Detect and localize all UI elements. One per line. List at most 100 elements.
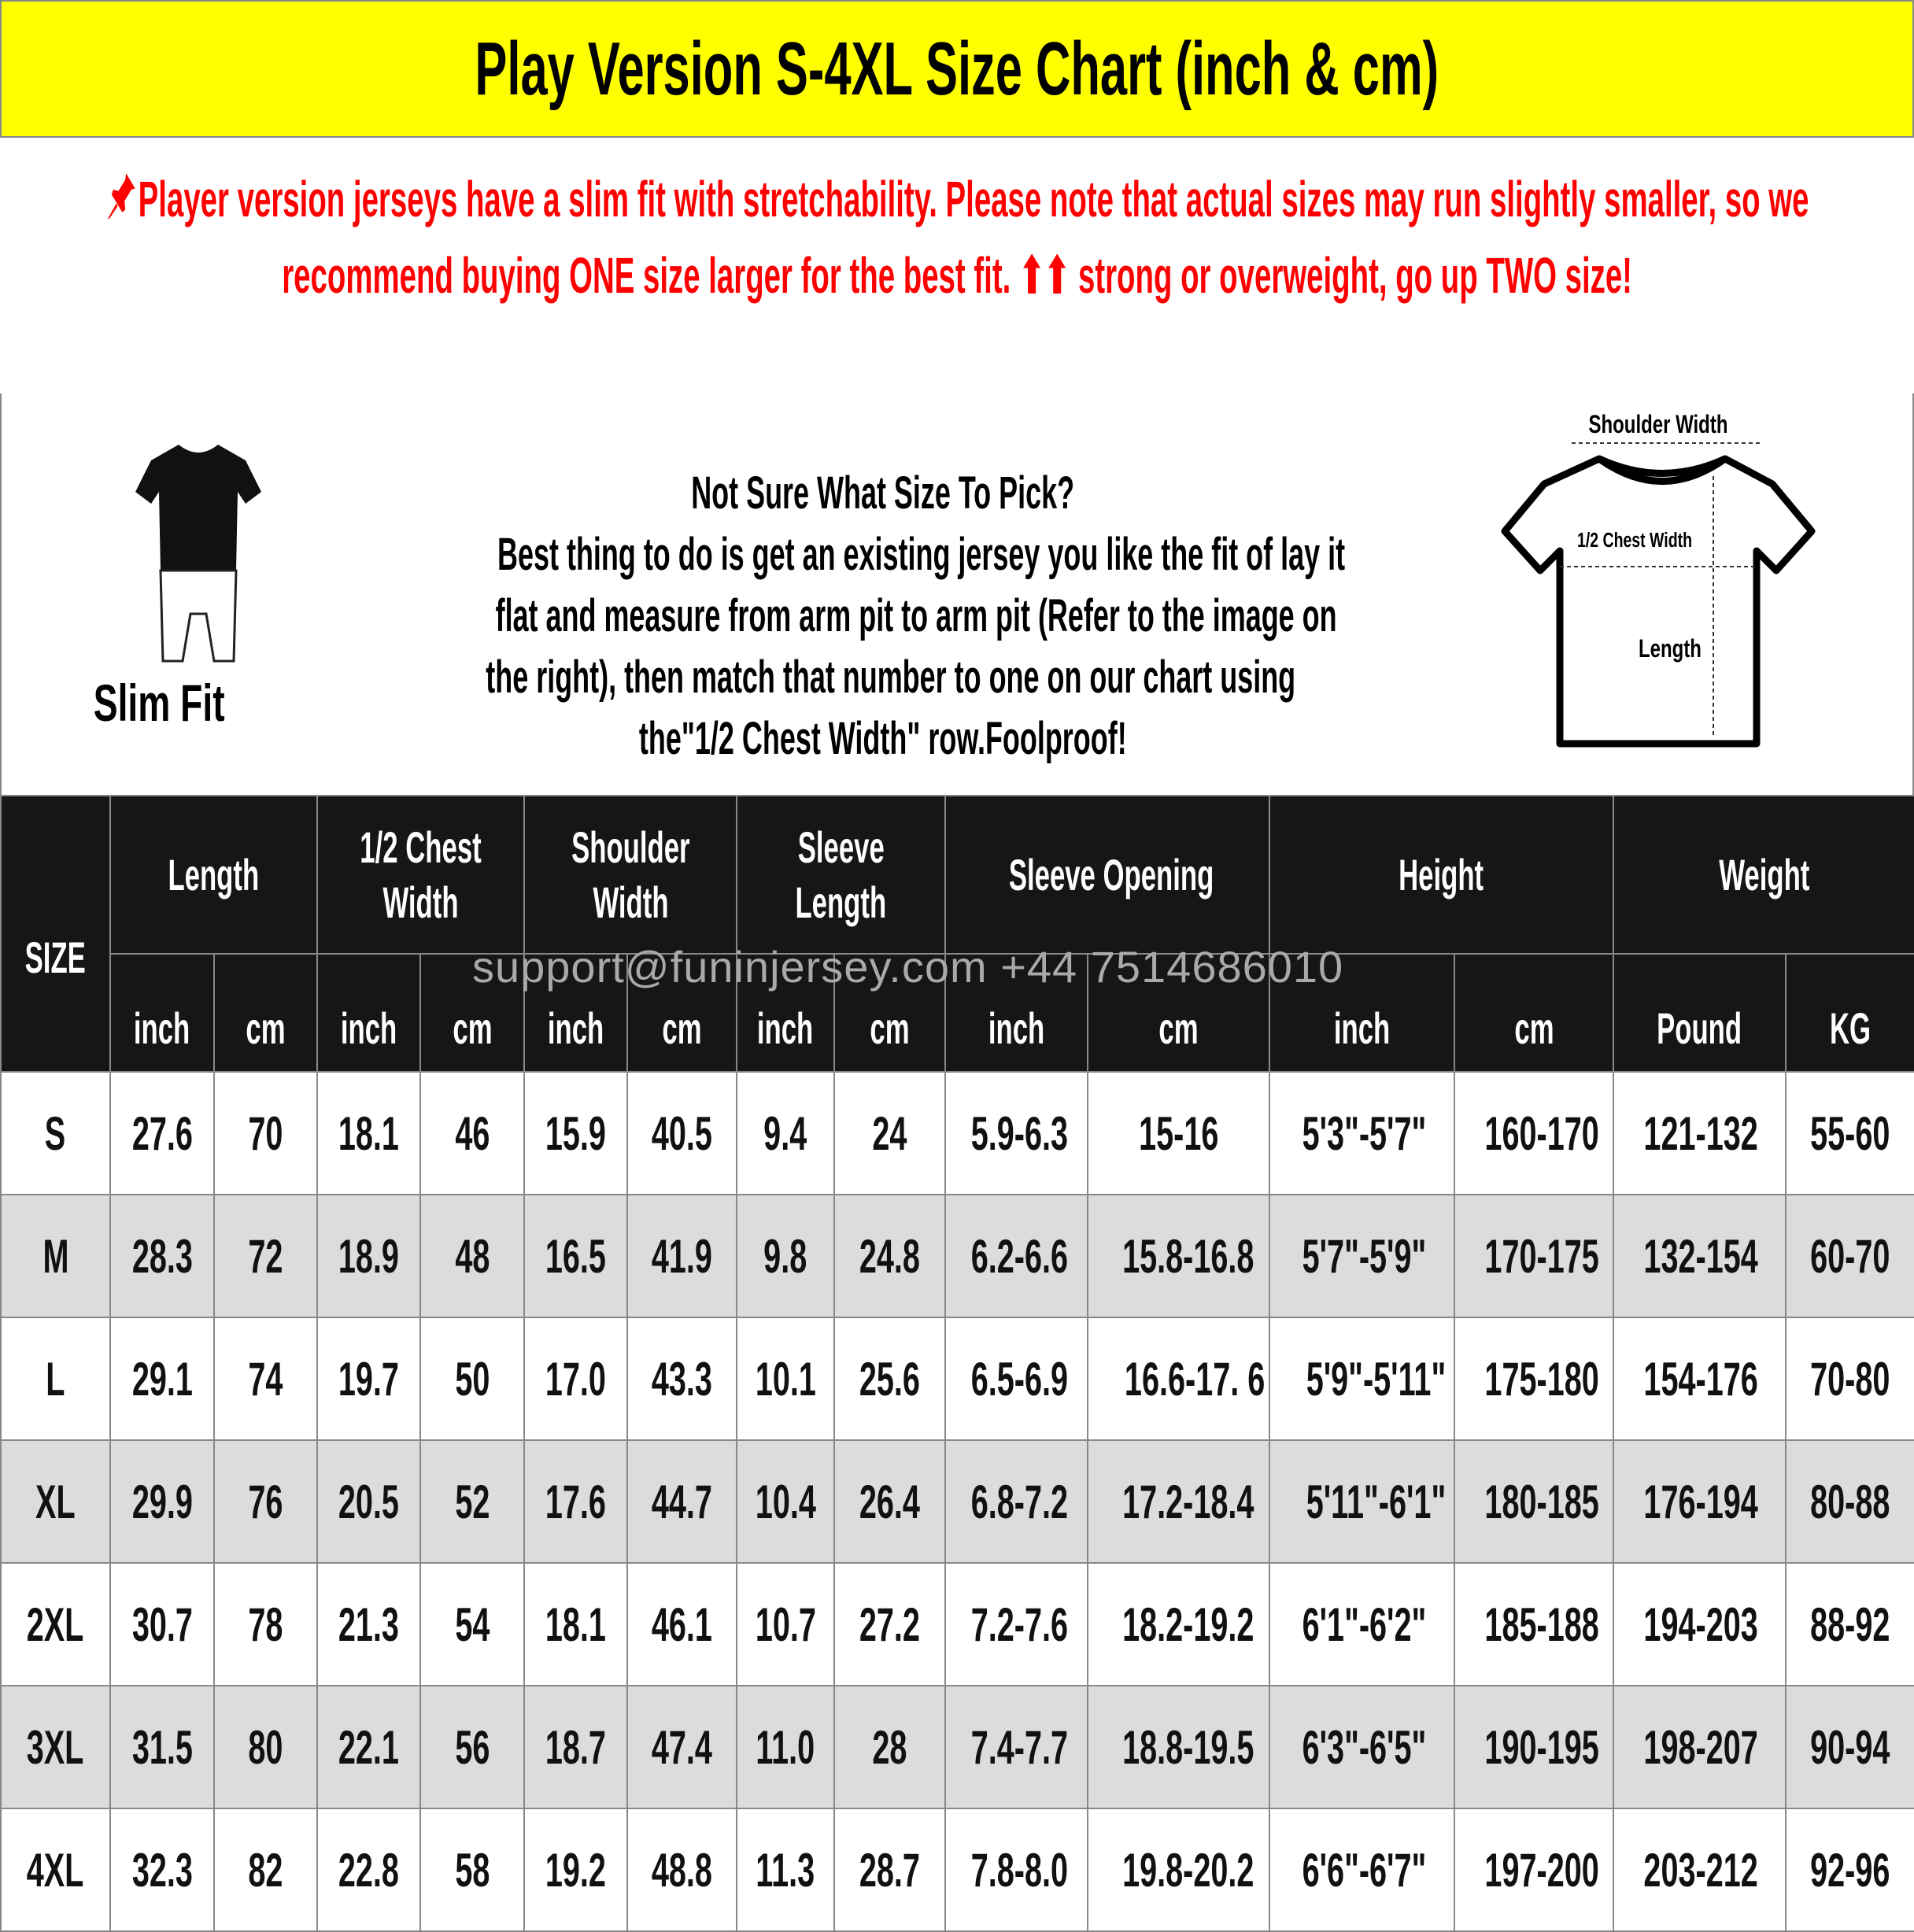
- value-cell: 20.5: [316, 1439, 421, 1564]
- header-label: Length: [168, 849, 260, 900]
- value-cell: 90-94: [1785, 1685, 1914, 1809]
- value-cell: 10.4: [736, 1439, 835, 1564]
- size-cell: S: [0, 1071, 111, 1195]
- size-cell: 3XL: [0, 1685, 111, 1809]
- header-label: Sleeve: [797, 822, 885, 872]
- header-label: Height: [1399, 849, 1484, 900]
- value-cell: 60-70: [1785, 1194, 1914, 1318]
- table-row: L 29.1 74 19.7 50 17.0 43.3 10.1 25.6 6.5-6.9 16.6…: [0, 1317, 1914, 1441]
- value-cell: 17.2-18.4: [1086, 1439, 1271, 1564]
- value-cell: 5'3"-5'7": [1269, 1071, 1456, 1195]
- value-cell: 6'3"-6'5": [1269, 1685, 1456, 1809]
- value-cell: 41.9: [626, 1194, 737, 1318]
- value-cell: 28: [833, 1685, 946, 1809]
- size-cell: XL: [0, 1439, 111, 1564]
- value-cell: 55-60: [1785, 1071, 1914, 1195]
- value-cell: 82: [213, 1808, 318, 1932]
- value-cell: 6.8-7.2: [944, 1439, 1088, 1564]
- value-cell: 18.7: [523, 1685, 628, 1809]
- value-cell: 24.8: [833, 1194, 946, 1318]
- value-cell: 44.7: [626, 1439, 737, 1564]
- value-cell: 50: [419, 1317, 525, 1441]
- value-cell: 78: [213, 1562, 318, 1686]
- unit-header: cm: [213, 953, 318, 1073]
- column-group-header: Shoulder Width: [523, 795, 737, 955]
- value-cell: 5'9"-5'11": [1269, 1317, 1456, 1441]
- help-line: the right), then match that number to on…: [486, 652, 1296, 703]
- value-cell: 10.1: [736, 1317, 835, 1441]
- header-label: Weight: [1718, 849, 1810, 900]
- value-cell: 46.1: [626, 1562, 737, 1686]
- help-heading: Not Sure What Size To Pick?: [691, 467, 1075, 519]
- value-cell: 15-16: [1086, 1071, 1271, 1195]
- value-cell: 40.5: [626, 1071, 737, 1195]
- value-cell: 121-132: [1613, 1071, 1787, 1195]
- value-cell: 72: [213, 1194, 318, 1318]
- unit-header: inch: [1269, 953, 1456, 1073]
- value-cell: 88-92: [1785, 1562, 1914, 1686]
- table-row: 4XL 32.3 82 22.8 58 19.2 48.8 11.3 28.7 7.8-8.0 19…: [0, 1808, 1914, 1932]
- value-cell: 154-176: [1613, 1317, 1787, 1441]
- value-cell: 203-212: [1613, 1808, 1787, 1932]
- unit-header: inch: [316, 953, 421, 1073]
- value-cell: 15.9: [523, 1071, 628, 1195]
- value-cell: 16.6-17. 6: [1086, 1317, 1271, 1441]
- pushpin-icon: [108, 173, 135, 219]
- measurement-diagram: Shoulder Width 1/2 Chest Width Length: [1501, 410, 1816, 748]
- value-cell: 17.0: [523, 1317, 628, 1441]
- value-cell: 22.8: [316, 1808, 421, 1932]
- value-cell: 19.7: [316, 1317, 421, 1441]
- size-header: SIZE: [0, 795, 111, 1073]
- value-cell: 26.4: [833, 1439, 946, 1564]
- value-cell: 43.3: [626, 1317, 737, 1441]
- value-cell: 29.9: [109, 1439, 215, 1564]
- page-title: Play Version S-4XL Size Chart (inch & cm…: [475, 26, 1439, 111]
- value-cell: 21.3: [316, 1562, 421, 1686]
- value-cell: 31.5: [109, 1685, 215, 1809]
- table-row: 3XL 31.5 80 22.1 56 18.7 47.4 11.0 28 7.4-7.7 18.8…: [0, 1685, 1914, 1809]
- unit-header: inch: [944, 953, 1088, 1073]
- value-cell: 160-170: [1454, 1071, 1615, 1195]
- value-cell: 17.6: [523, 1439, 628, 1564]
- size-cell: 2XL: [0, 1562, 111, 1686]
- sizing-help: Not Sure What Size To Pick? Best thing t…: [238, 463, 1528, 770]
- value-cell: 56: [419, 1685, 525, 1809]
- value-cell: 29.1: [109, 1317, 215, 1441]
- value-cell: 76: [213, 1439, 318, 1564]
- value-cell: 22.1: [316, 1685, 421, 1809]
- size-cell: L: [0, 1317, 111, 1441]
- value-cell: 11.0: [736, 1685, 835, 1809]
- unit-header: KG: [1785, 953, 1914, 1073]
- size-cell: 4XL: [0, 1808, 111, 1932]
- unit-header: cm: [1086, 953, 1271, 1073]
- slim-fit-figure-icon: [135, 445, 261, 663]
- value-cell: 6'1"-6'2": [1269, 1562, 1456, 1686]
- column-group-header: Weight: [1613, 795, 1914, 955]
- watermark-contact: support@funinjersey.com +44 7514686010: [472, 942, 1344, 992]
- value-cell: 19.8-20.2: [1086, 1808, 1271, 1932]
- table-row: S 27.6 70 18.1 46 15.9 40.5 9.4 24 5.9-6.3 15-16 5'…: [0, 1071, 1914, 1195]
- header-label: Sleeve Opening: [1008, 849, 1214, 900]
- value-cell: 175-180: [1454, 1317, 1615, 1441]
- table-row: 2XL 30.7 78 21.3 54 18.1 46.1 10.7 27.2 7.2-7.6 18…: [0, 1562, 1914, 1686]
- unit-header: Pound: [1613, 953, 1787, 1073]
- header-label: Width: [382, 877, 459, 927]
- column-group-header: Sleeve Length: [736, 795, 946, 955]
- value-cell: 180-185: [1454, 1439, 1615, 1564]
- column-group-header: Height: [1269, 795, 1615, 955]
- table-row: XL 29.9 76 20.5 52 17.6 44.7 10.4 26.4 6.8-7.2 17.…: [0, 1439, 1914, 1564]
- value-cell: 27.6: [109, 1071, 215, 1195]
- value-cell: 10.7: [736, 1562, 835, 1686]
- diagram-shoulder-label: Shoulder Width: [1589, 410, 1728, 438]
- diagram-length-label: Length: [1639, 634, 1702, 663]
- value-cell: 5.9-6.3: [944, 1071, 1088, 1195]
- value-cell: 18.2-19.2: [1086, 1562, 1271, 1686]
- column-group-header: Length: [109, 795, 318, 955]
- value-cell: 9.8: [736, 1194, 835, 1318]
- value-cell: 27.2: [833, 1562, 946, 1686]
- value-cell: 7.4-7.7: [944, 1685, 1088, 1809]
- value-cell: 198-207: [1613, 1685, 1787, 1809]
- value-cell: 176-194: [1613, 1439, 1787, 1564]
- value-cell: 7.8-8.0: [944, 1808, 1088, 1932]
- size-cell: M: [0, 1194, 111, 1318]
